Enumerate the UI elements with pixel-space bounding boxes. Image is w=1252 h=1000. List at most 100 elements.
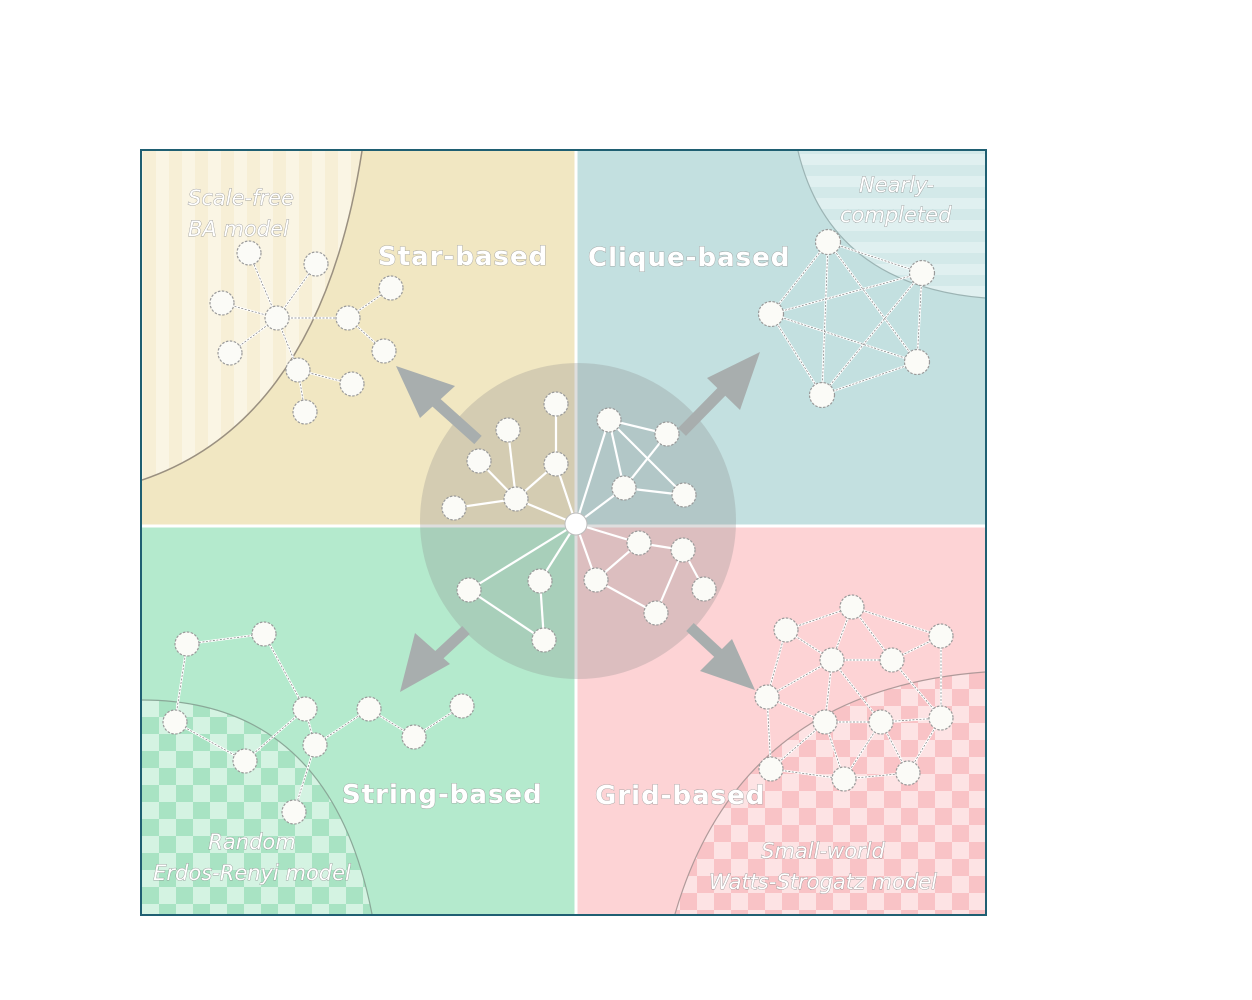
graph-edge xyxy=(770,272,923,315)
grid-graph xyxy=(754,594,954,792)
graph-edge xyxy=(244,708,306,762)
graph-node xyxy=(503,486,529,512)
graph-node xyxy=(814,228,842,256)
graph-node xyxy=(670,537,696,563)
clique-based-title: Clique-based xyxy=(588,243,790,273)
graph-edge xyxy=(468,523,577,591)
graph-node xyxy=(281,799,307,825)
graph-node xyxy=(908,259,936,287)
graph-node xyxy=(401,724,427,750)
arrowhead-star xyxy=(396,366,455,418)
graph-node xyxy=(303,251,329,277)
scale-free-label-line2: BA model xyxy=(188,217,289,241)
graph-node xyxy=(757,300,785,328)
graph-node xyxy=(819,647,845,673)
graph-edge xyxy=(891,659,942,719)
graph-edge xyxy=(770,313,823,396)
graph-node xyxy=(174,631,200,657)
graph-node xyxy=(812,709,838,735)
random-label-line1: Random xyxy=(208,830,295,854)
graph-edge xyxy=(827,241,923,274)
graph-node xyxy=(209,290,235,316)
graph-edge xyxy=(827,241,918,363)
graph-edge xyxy=(608,419,685,496)
graph-edge xyxy=(468,589,545,641)
graph-node xyxy=(691,576,717,602)
nearly-completed-label-line1: Nearly- xyxy=(859,173,934,197)
graph-node xyxy=(543,451,569,477)
graph-edge xyxy=(831,659,882,723)
graph-node xyxy=(495,417,521,443)
graph-node xyxy=(217,340,243,366)
star-graph xyxy=(209,240,404,425)
arrowhead-grid xyxy=(700,639,755,690)
clique-graph xyxy=(757,228,936,409)
graph-node xyxy=(378,275,404,301)
graph-node xyxy=(251,621,277,647)
graph-node xyxy=(531,627,557,653)
graph-node xyxy=(162,709,188,735)
graph-node xyxy=(285,357,311,383)
graph-node xyxy=(356,696,382,722)
graph-edge xyxy=(821,361,918,396)
graph-node xyxy=(895,760,921,786)
nearly-completed-label-line2: completed xyxy=(840,203,952,227)
graph-node xyxy=(236,240,262,266)
graph-edge xyxy=(174,633,463,746)
graph-edge xyxy=(229,317,278,354)
graph-node xyxy=(839,594,865,620)
graph-node xyxy=(654,421,680,447)
arrowhead-string xyxy=(400,633,450,692)
graph-node xyxy=(626,530,652,556)
graph-node xyxy=(596,407,622,433)
graph-node xyxy=(903,348,931,376)
graph-edge xyxy=(821,272,923,396)
random-region xyxy=(142,699,373,914)
small-world-label-line2: Watts-Strogatz model xyxy=(709,870,937,894)
graph-node xyxy=(543,391,569,417)
graph-edge xyxy=(770,313,918,363)
graph-node xyxy=(232,748,258,774)
graph-edge xyxy=(880,721,909,774)
graph-node xyxy=(441,495,467,521)
small-world-label-line1: Small-world xyxy=(761,839,885,863)
outer-frame xyxy=(140,149,987,916)
graph-node xyxy=(527,568,553,594)
graph-node xyxy=(292,399,318,425)
graph-node xyxy=(758,756,784,782)
graph-node xyxy=(928,623,954,649)
small-world-region xyxy=(674,671,985,914)
graph-edge xyxy=(821,241,829,396)
nearly-completed-region xyxy=(797,151,985,299)
graph-node xyxy=(371,338,397,364)
graph-node xyxy=(339,371,365,397)
center-hub-node xyxy=(564,512,588,536)
graph-edge xyxy=(766,659,833,698)
graph-edge xyxy=(851,606,942,637)
scale-free-label-line1: Scale-free xyxy=(188,186,294,210)
graph-node xyxy=(456,577,482,603)
graph-edge xyxy=(916,272,923,363)
graph-node xyxy=(754,684,780,710)
graph-edge xyxy=(770,241,829,315)
graph-node xyxy=(292,696,318,722)
grid-based-title: Grid-based xyxy=(595,781,765,811)
graph-node xyxy=(868,709,894,735)
graph-edge xyxy=(174,721,246,762)
graph-node xyxy=(466,448,492,474)
graph-node xyxy=(831,766,857,792)
center-graph xyxy=(441,391,717,653)
random-label-line2: Erdos-Renyi model xyxy=(153,861,351,885)
graph-node xyxy=(773,617,799,643)
string-graph xyxy=(162,621,475,825)
graph-edge xyxy=(574,419,611,525)
scale-free-region xyxy=(142,151,363,481)
graph-node xyxy=(879,647,905,673)
graph-node xyxy=(611,475,637,501)
graph-edge xyxy=(221,302,278,319)
graph-node xyxy=(302,732,328,758)
graph-node xyxy=(671,482,697,508)
graph-node xyxy=(643,600,669,626)
graph-node xyxy=(264,305,290,331)
